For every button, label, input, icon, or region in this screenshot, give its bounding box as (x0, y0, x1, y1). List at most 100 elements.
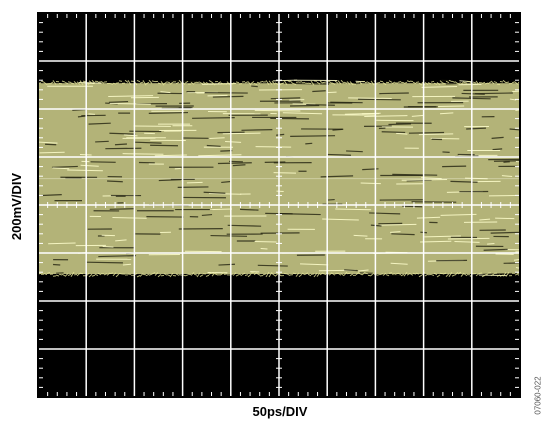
signal-trace (344, 269, 358, 272)
signal-edge-bottom (502, 272, 507, 277)
signal-edge-bottom (412, 272, 417, 275)
signal-edge-bottom (115, 273, 120, 278)
signal-trace (503, 161, 510, 163)
signal-trace (483, 248, 508, 251)
signal-edge-bottom (484, 273, 489, 276)
signal-edge-bottom (295, 272, 300, 277)
signal-trace (41, 194, 62, 197)
signal-trace (282, 112, 323, 115)
signal-edge-bottom (304, 272, 309, 275)
plot-border (37, 12, 521, 398)
signal-edge-bottom (157, 274, 162, 278)
signal-edge-bottom (94, 273, 99, 277)
signal-edge-bottom (298, 273, 303, 278)
signal-edge-top (52, 80, 57, 85)
signal-edge-top (391, 81, 396, 85)
signal-trace (186, 181, 203, 184)
signal-edge-top (163, 81, 168, 85)
signal-trace (160, 91, 171, 94)
signal-edge-bottom (436, 274, 441, 278)
signal-edge-top (109, 82, 114, 85)
signal-edge-top (136, 79, 141, 83)
signal-trace (51, 165, 78, 169)
signal-edge-bottom (451, 274, 456, 277)
signal-edge-top (376, 81, 381, 84)
signal-edge-top (397, 80, 402, 83)
signal-edge-top (178, 79, 183, 84)
signal-trace (251, 85, 258, 88)
signal-edge-bottom (262, 273, 267, 276)
signal-edge-top (457, 82, 462, 85)
signal-edge-bottom (490, 273, 495, 277)
signal-edge-bottom (394, 272, 399, 275)
signal-edge-top (286, 79, 291, 83)
signal-trace (401, 178, 448, 181)
signal-trace (222, 132, 261, 135)
signal-edge-bottom (139, 273, 144, 277)
signal-edge-bottom (331, 272, 336, 276)
signal-trace (241, 129, 273, 131)
signal-edge-top (418, 82, 423, 86)
signal-trace (102, 246, 114, 248)
signal-edge-bottom (460, 272, 465, 277)
signal-edge-top (448, 79, 453, 83)
signal-trace (95, 140, 109, 143)
signal-edge-bottom (247, 273, 252, 278)
signal-edge-bottom (199, 274, 204, 277)
signal-edge-top (127, 79, 132, 86)
signal-edge-top (139, 81, 144, 84)
signal-edge-bottom (475, 273, 480, 277)
signal-trace (408, 131, 445, 134)
signal-trace (396, 132, 408, 135)
signal-edge-bottom (379, 273, 384, 276)
signal-trace (85, 261, 123, 264)
signal-trace (390, 262, 408, 265)
signal-trace (369, 212, 401, 215)
signal-trace (108, 95, 154, 98)
signal-edge-bottom (136, 274, 141, 278)
signal-edge-bottom (337, 272, 342, 276)
signal-edge-bottom (163, 273, 168, 276)
signal-trace (491, 136, 504, 139)
signal-trace (416, 216, 441, 219)
signal-edge-bottom (346, 272, 351, 275)
signal-edge-bottom (388, 272, 393, 274)
x-axis-label: 50ps/DIV (252, 404, 308, 419)
signal-edge-top (67, 81, 72, 83)
signal-trace (322, 218, 359, 221)
signal-edge-top (412, 81, 417, 85)
signal-trace (479, 218, 491, 221)
signal-trace (465, 177, 488, 180)
signal-edge-top (379, 80, 384, 83)
signal-trace (418, 133, 454, 136)
signal-edge-bottom (166, 274, 171, 277)
signal-edge-bottom (145, 273, 150, 277)
signal-edge-bottom (43, 273, 48, 276)
signal-edge-top (406, 80, 411, 83)
signal-trace (52, 167, 70, 170)
signal-edge-bottom (499, 274, 504, 277)
signal-trace (474, 92, 513, 95)
signal-edge-top (244, 81, 249, 84)
signal-trace (424, 235, 461, 238)
signal-edge-bottom (196, 272, 201, 278)
signal-edge-top (463, 81, 468, 84)
signal-trace (52, 263, 61, 266)
signal-trace (490, 231, 521, 234)
signal-edge-top (199, 81, 204, 85)
signal-edge-bottom (364, 272, 369, 275)
signal-edge-top (70, 82, 75, 85)
signal-edge-top (73, 81, 78, 85)
signal-trace (232, 164, 246, 167)
signal-edge-top (100, 81, 105, 84)
signal-edge-bottom (160, 274, 165, 277)
signal-trace (48, 242, 76, 245)
signal-edge-top (340, 79, 345, 84)
signal-edge-top (208, 80, 213, 83)
signal-edge-bottom (250, 271, 255, 274)
signal-trace (360, 182, 381, 185)
signal-edge-bottom (76, 272, 81, 277)
signal-edge-bottom (370, 272, 375, 276)
signal-edge-bottom (211, 272, 216, 277)
